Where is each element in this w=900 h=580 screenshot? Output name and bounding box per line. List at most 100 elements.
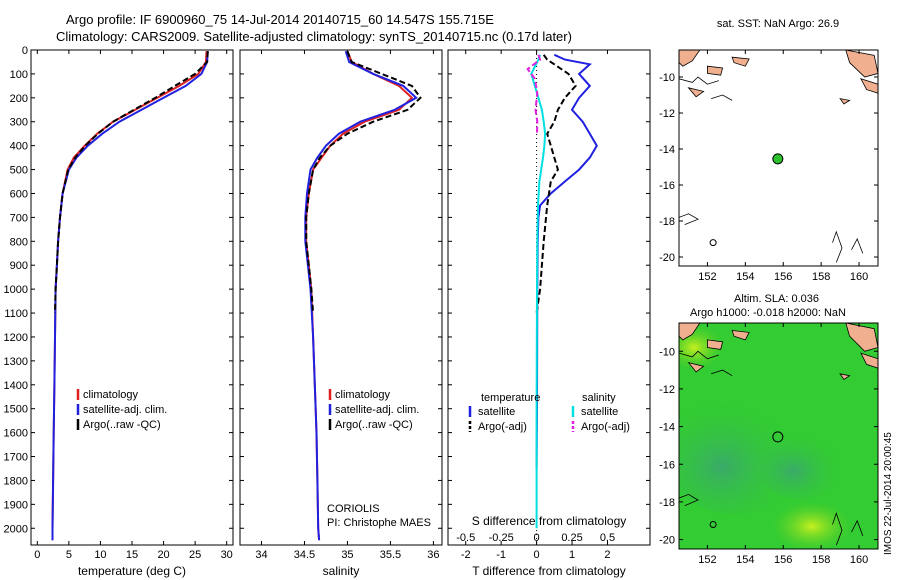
legend-label: satellite-adj. clim.	[83, 404, 167, 416]
reef-contour	[711, 94, 733, 101]
legend-label: climatology	[83, 389, 139, 401]
top-tick-label: 0.25	[561, 532, 582, 544]
x-axis-label-top: S difference from climatology	[472, 514, 627, 528]
y-tick-label: 1900	[4, 499, 28, 511]
land-island	[707, 339, 724, 350]
x-tick-label: -2	[461, 549, 471, 561]
x-tick-label: 25	[189, 549, 201, 561]
y-tick-label: 1500	[4, 404, 28, 416]
land-island	[679, 50, 701, 67]
x-tick-label: 158	[812, 271, 830, 283]
x-tick-label: 20	[157, 549, 169, 561]
x-axis-label: temperature (deg C)	[78, 564, 186, 578]
y-tick-label: 1600	[4, 428, 28, 440]
y-tick-label: 400	[10, 141, 28, 153]
reef-contour	[679, 76, 719, 85]
reef-contour	[679, 493, 699, 507]
x-tick-label: 35	[341, 549, 353, 561]
x-tick-label: 1	[569, 549, 575, 561]
series-line-argo-raw-qc-	[305, 50, 422, 314]
reef-contour	[832, 511, 843, 546]
reef-contour	[711, 369, 733, 377]
land-island	[839, 373, 851, 381]
x-tick-label: 158	[812, 554, 830, 566]
y-tick-label: -12	[659, 108, 675, 120]
y-tick-label: 1200	[4, 332, 28, 344]
y-tick-label: -20	[659, 252, 675, 264]
series-line-s-satellite	[530, 54, 547, 529]
reef-contour	[679, 213, 699, 225]
y-tick-label: -18	[659, 497, 675, 509]
y-tick-label: 0	[22, 45, 28, 57]
legend-label: Argo(-adj)	[581, 421, 630, 433]
land-island	[845, 50, 878, 78]
chart-title-line1: Argo profile: IF 6900960_75 14-Jul-2014 …	[66, 12, 494, 27]
map-frame	[678, 322, 879, 550]
legend-header-salinity: salinity	[582, 392, 616, 404]
land-island	[679, 323, 701, 341]
plot-frame	[239, 49, 443, 546]
x-axis-label: T difference from climatology	[472, 564, 626, 578]
x-axis-label: salinity	[323, 564, 360, 578]
map-panel-2: 152 154 156 158 160 -10 -12 -14 -16 -18 -20	[659, 322, 879, 566]
reef-contour	[679, 350, 719, 360]
land-island	[687, 361, 705, 373]
y-tick-label: 1300	[4, 356, 28, 368]
x-tick-label: 5	[66, 549, 72, 561]
land-island	[731, 330, 750, 341]
y-tick-label: 1000	[4, 284, 28, 296]
legend-label: Argo(..raw -QC)	[335, 419, 413, 431]
y-tick-label: -12	[659, 384, 675, 396]
x-tick-label: 154	[736, 554, 754, 566]
x-tick-label: -1	[496, 549, 506, 561]
reef-contour	[851, 519, 864, 536]
map-clip	[679, 323, 878, 549]
series-line-s-argo-adj-	[526, 54, 542, 134]
x-tick-label: 154	[736, 271, 754, 283]
annotation-institution: CORIOLIS	[327, 503, 380, 515]
reef-ring	[709, 239, 717, 247]
y-tick-label: 200	[10, 93, 28, 105]
profile-panel-2: 34 34.5 35 35.5 36 salinity climatology satelli…	[239, 49, 443, 578]
x-tick-label: 156	[774, 554, 792, 566]
y-tick-label: -16	[659, 180, 675, 192]
x-tick-label: 160	[850, 554, 868, 566]
land-island	[731, 56, 750, 67]
chart-title-line2: Climatology: CARS2009. Satellite-adjuste…	[56, 29, 572, 44]
legend-label: satellite-adj. clim.	[335, 404, 419, 416]
top-tick-label: 0.5	[600, 532, 615, 544]
x-tick-label: 156	[774, 271, 792, 283]
x-tick-label: 36	[427, 549, 439, 561]
reef-contour	[832, 230, 843, 263]
top-tick-label: -0.5	[456, 532, 475, 544]
land-island	[839, 98, 851, 105]
x-tick-label: 34.5	[294, 549, 315, 561]
x-tick-label: 152	[698, 271, 716, 283]
y-tick-label: 900	[10, 260, 28, 272]
x-tick-label: 2	[604, 549, 610, 561]
sla-high-patch	[679, 325, 725, 370]
y-tick-label: 100	[10, 69, 28, 81]
x-tick-label: 35.5	[380, 549, 401, 561]
y-tick-label: -10	[659, 72, 675, 84]
land-island	[845, 323, 878, 352]
legend-label: climatology	[335, 389, 391, 401]
y-tick-label: -16	[659, 459, 675, 471]
y-tick-label: 1800	[4, 475, 28, 487]
y-tick-label: 800	[10, 236, 28, 248]
reef-contour	[851, 238, 864, 254]
land-island	[687, 87, 705, 98]
x-tick-label: 152	[698, 554, 716, 566]
legend-label: Argo(-adj)	[478, 421, 527, 433]
plot-frame	[30, 49, 234, 546]
y-tick-label: 700	[10, 212, 28, 224]
y-tick-label: 1400	[4, 380, 28, 392]
top-tick-label: -0.25	[489, 532, 514, 544]
x-tick-label: 15	[126, 549, 138, 561]
map-frame	[678, 49, 879, 267]
argo-position-marker	[772, 153, 784, 165]
y-tick-label: -10	[659, 346, 675, 358]
map1-title: sat. SST: NaN Argo: 26.9	[717, 18, 839, 30]
annotation-pi: PI: Christophe MAES	[327, 517, 431, 529]
